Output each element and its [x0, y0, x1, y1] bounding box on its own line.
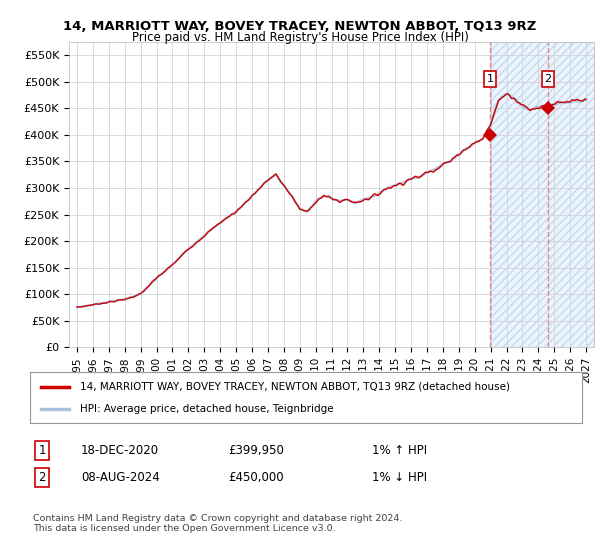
Text: Contains HM Land Registry data © Crown copyright and database right 2024.
This d: Contains HM Land Registry data © Crown c…	[33, 514, 403, 533]
Text: 1: 1	[38, 444, 46, 458]
Text: 14, MARRIOTT WAY, BOVEY TRACEY, NEWTON ABBOT, TQ13 9RZ (detached house): 14, MARRIOTT WAY, BOVEY TRACEY, NEWTON A…	[80, 381, 509, 391]
Text: 1% ↑ HPI: 1% ↑ HPI	[372, 444, 427, 458]
Text: 08-AUG-2024: 08-AUG-2024	[81, 470, 160, 484]
Text: Price paid vs. HM Land Registry's House Price Index (HPI): Price paid vs. HM Land Registry's House …	[131, 31, 469, 44]
Text: £399,950: £399,950	[228, 444, 284, 458]
Text: £450,000: £450,000	[228, 470, 284, 484]
Text: 2: 2	[544, 74, 551, 84]
Text: 2: 2	[38, 470, 46, 484]
Text: HPI: Average price, detached house, Teignbridge: HPI: Average price, detached house, Teig…	[80, 404, 334, 414]
Text: 1% ↓ HPI: 1% ↓ HPI	[372, 470, 427, 484]
Text: 1: 1	[487, 74, 494, 84]
Text: 14, MARRIOTT WAY, BOVEY TRACEY, NEWTON ABBOT, TQ13 9RZ: 14, MARRIOTT WAY, BOVEY TRACEY, NEWTON A…	[64, 20, 536, 32]
Text: 18-DEC-2020: 18-DEC-2020	[81, 444, 159, 458]
